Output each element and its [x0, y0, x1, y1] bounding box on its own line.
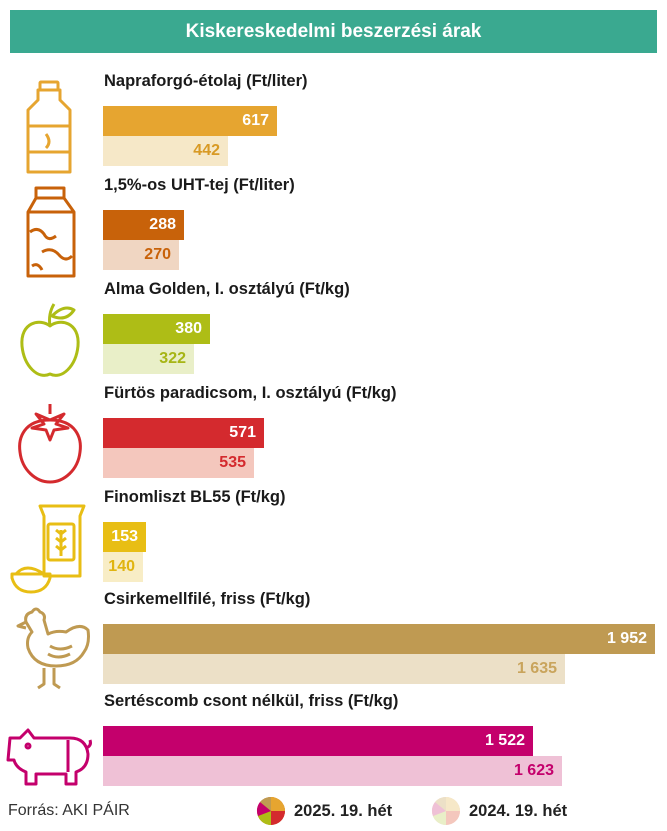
bar-current: 571	[103, 418, 264, 448]
bar-current: 1 952	[103, 624, 655, 654]
milk-carton-icon	[6, 182, 94, 282]
row-label: Fürtös paradicsom, I. osztályú (Ft/kg)	[104, 384, 397, 402]
bar-previous: 442	[103, 136, 228, 166]
bar-previous: 1 623	[103, 756, 562, 786]
row-label: Sertéscomb csont nélkül, friss (Ft/kg)	[104, 692, 399, 710]
legend-current-label: 2025. 19. hét	[294, 801, 393, 820]
tomato-icon	[6, 390, 94, 490]
bar-previous: 322	[103, 344, 194, 374]
row-label: Csirkemellfilé, friss (Ft/kg)	[104, 590, 311, 608]
bar-current: 153	[103, 522, 146, 552]
oil-bottle-icon	[6, 78, 94, 178]
bar-previous: 1 635	[103, 654, 565, 684]
bar-previous: 270	[103, 240, 179, 270]
row-label: Napraforgó-étolaj (Ft/liter)	[104, 72, 308, 90]
apple-icon	[6, 286, 94, 386]
legend-previous-label: 2024. 19. hét	[469, 801, 568, 820]
bar-current: 380	[103, 314, 210, 344]
bar-current: 288	[103, 210, 184, 240]
row-label: Finomliszt BL55 (Ft/kg)	[104, 488, 286, 506]
legend-current: 2025. 19. hét	[256, 796, 392, 826]
source-note: Forrás: AKI PÁIR	[8, 802, 130, 819]
legend-current-swatch-icon	[256, 796, 285, 825]
bar-previous: 535	[103, 448, 254, 478]
bar-previous: 140	[103, 552, 143, 582]
flour-icon	[6, 494, 94, 594]
row-label: 1,5%-os UHT-tej (Ft/liter)	[104, 176, 295, 194]
legend-previous-swatch-icon	[431, 796, 460, 825]
legend-previous: 2024. 19. hét	[431, 796, 567, 826]
pig-icon	[6, 698, 94, 798]
bar-current: 617	[103, 106, 277, 136]
bar-current: 1 522	[103, 726, 533, 756]
chart-title: Kiskereskedelmi beszerzési árak	[10, 10, 657, 53]
row-label: Alma Golden, I. osztályú (Ft/kg)	[104, 280, 350, 298]
chicken-icon	[6, 596, 94, 696]
